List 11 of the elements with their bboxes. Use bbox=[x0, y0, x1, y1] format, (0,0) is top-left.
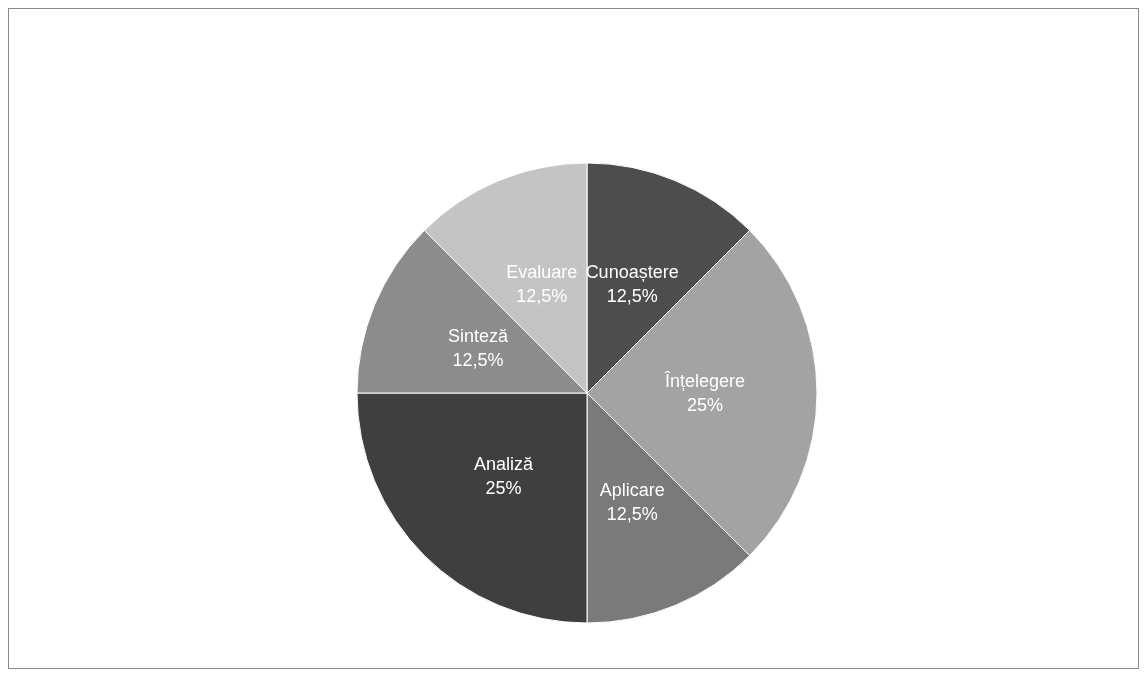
data-label: 12,5% bbox=[516, 285, 568, 306]
slice-label: Evaluare bbox=[506, 261, 578, 282]
data-label: 25% bbox=[485, 478, 522, 499]
slice-label: Înțelegere bbox=[663, 371, 746, 391]
slice-label: Sinteză bbox=[447, 325, 509, 346]
data-label: 25% bbox=[686, 395, 724, 415]
slice-label: Analiză bbox=[474, 454, 535, 475]
data-label: 12,5% bbox=[606, 504, 658, 525]
data-label: 12,5% bbox=[452, 349, 504, 370]
data-label: 12,5% bbox=[606, 285, 658, 306]
slice-label: Aplicare bbox=[599, 480, 665, 501]
